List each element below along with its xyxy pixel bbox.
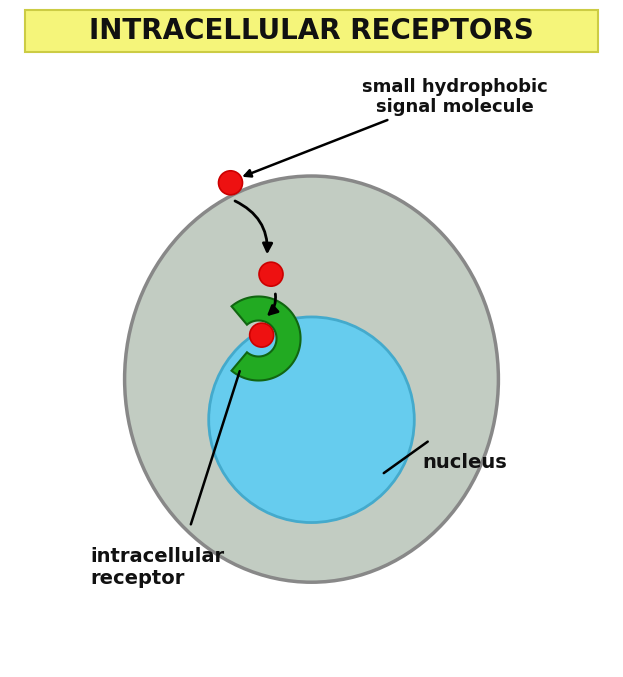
Text: INTRACELLULAR RECEPTORS: INTRACELLULAR RECEPTORS bbox=[89, 17, 534, 45]
Text: small hydrophobic
signal molecule: small hydrophobic signal molecule bbox=[362, 78, 548, 116]
Circle shape bbox=[250, 323, 273, 347]
FancyBboxPatch shape bbox=[25, 10, 598, 52]
Circle shape bbox=[209, 317, 414, 523]
Polygon shape bbox=[232, 297, 300, 380]
Circle shape bbox=[259, 262, 283, 286]
Text: intracellular
receptor: intracellular receptor bbox=[90, 546, 224, 588]
Ellipse shape bbox=[125, 176, 498, 582]
Circle shape bbox=[219, 171, 242, 195]
Text: nucleus: nucleus bbox=[422, 452, 507, 471]
